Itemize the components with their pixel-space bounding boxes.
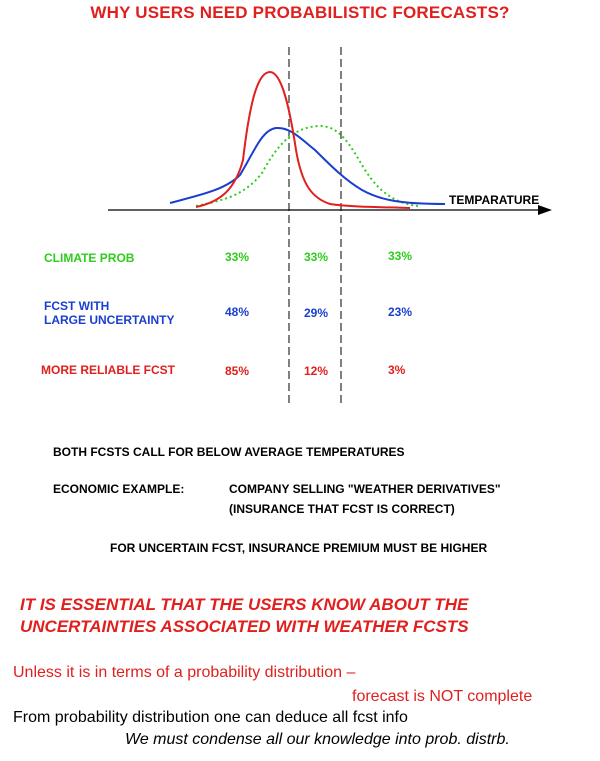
uncertain-forecast-note: FOR UNCERTAIN FCST, INSURANCE PREMIUM MU… — [110, 541, 488, 555]
probability-diagram: TEMPARATURE — [108, 47, 552, 405]
page-title: WHY USERS NEED PROBABILISTIC FORECASTS? — [90, 3, 510, 22]
row-label-reliable: MORE RELIABLE FCST — [41, 363, 175, 377]
essential-line1: IT IS ESSENTIAL THAT THE USERS KNOW ABOU… — [20, 595, 469, 614]
climate-curve — [195, 124, 419, 207]
footer-unless: Unless it is in terms of a probability d… — [13, 664, 356, 681]
footer-deduce: From probability distribution one can de… — [13, 709, 408, 726]
uncertain-below-pct: 48% — [225, 305, 250, 319]
reliable-normal-pct: 12% — [304, 364, 329, 378]
both-forecasts-note: BOTH FCSTS CALL FOR BELOW AVERAGE TEMPER… — [53, 445, 405, 459]
uncertain-normal-pct: 29% — [304, 306, 329, 320]
economic-example-line2: (INSURANCE THAT FCST IS CORRECT) — [229, 502, 455, 516]
reliable-below-pct: 85% — [225, 364, 250, 378]
reliable-curve — [195, 70, 411, 209]
large-uncertainty-curve — [169, 126, 446, 205]
economic-example-label: ECONOMIC EXAMPLE: — [53, 482, 185, 496]
row-label-climate: CLIMATE PROB — [44, 251, 135, 265]
climate-below-pct: 33% — [225, 250, 250, 264]
row-label-large-uncertainty: FCST WITH LARGE UNCERTAINTY — [44, 299, 175, 327]
climate-normal-pct: 33% — [304, 250, 329, 264]
footer-condense: We must condense all our knowledge into … — [125, 731, 510, 748]
uncertain-above-pct: 23% — [388, 305, 413, 319]
axis-label: TEMPARATURE — [449, 193, 539, 207]
axis-arrowhead — [538, 205, 552, 215]
reliable-above-pct: 3% — [388, 363, 406, 377]
climate-above-pct: 33% — [388, 249, 413, 263]
footer-not-complete: forecast is NOT complete — [352, 688, 533, 705]
essential-line2: UNCERTAINTIES ASSOCIATED WITH WEATHER FC… — [20, 617, 469, 636]
economic-example-line1: COMPANY SELLING "WEATHER DERIVATIVES" — [229, 482, 501, 496]
